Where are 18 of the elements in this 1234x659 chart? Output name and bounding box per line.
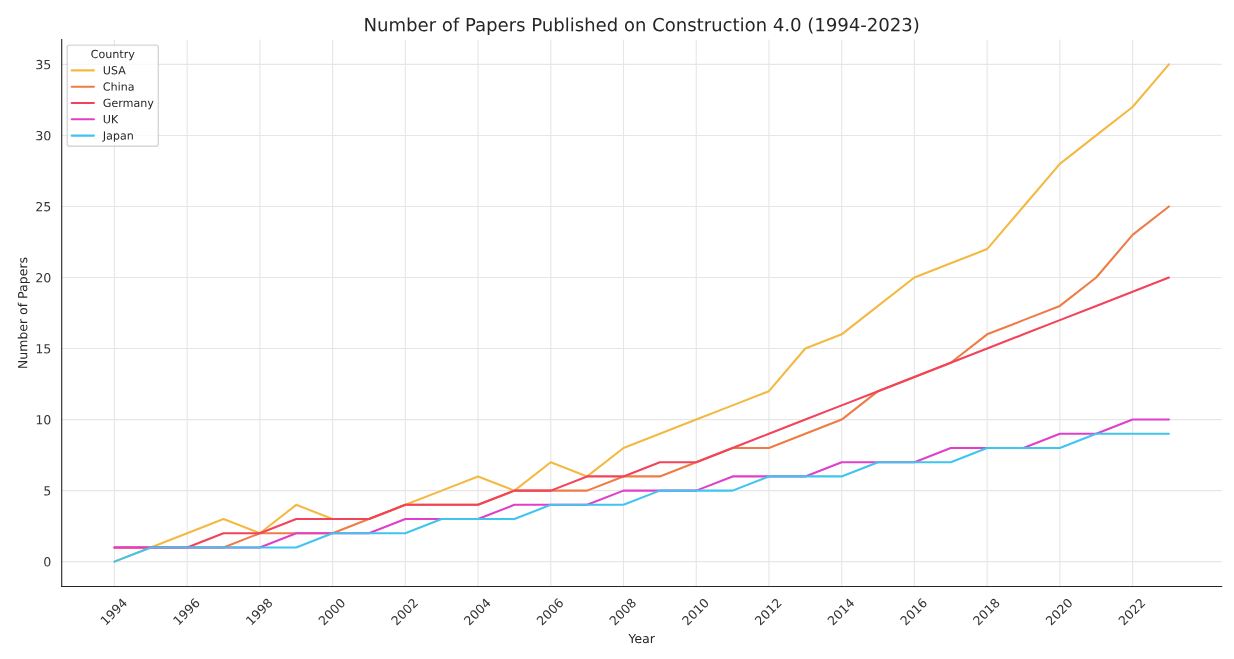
chart-title: Number of Papers Published on Construction 4.0 (1994-2023)	[365, 17, 919, 35]
y-tick-label: 35	[36, 59, 51, 70]
y-tick-label: 20	[36, 272, 51, 283]
legend-label: China	[103, 82, 134, 91]
legend-label: UK	[103, 115, 119, 124]
x-axis-title: Year	[628, 633, 655, 644]
legend-title: Country	[91, 49, 135, 61]
y-tick-label: 0	[44, 557, 51, 567]
legend-label: Japan	[102, 131, 133, 142]
legend-label: USA	[103, 66, 126, 75]
y-tick-label: 15	[36, 344, 51, 354]
line-series	[113, 432, 1170, 563]
y-tick-label: 5	[44, 486, 51, 496]
y-tick-label: 25	[36, 201, 51, 212]
legend-label: Germany	[103, 98, 154, 110]
y-axis-title: Number of Papers	[17, 257, 30, 368]
y-tick-label: 30	[36, 130, 51, 141]
y-tick-label: 10	[36, 415, 51, 425]
